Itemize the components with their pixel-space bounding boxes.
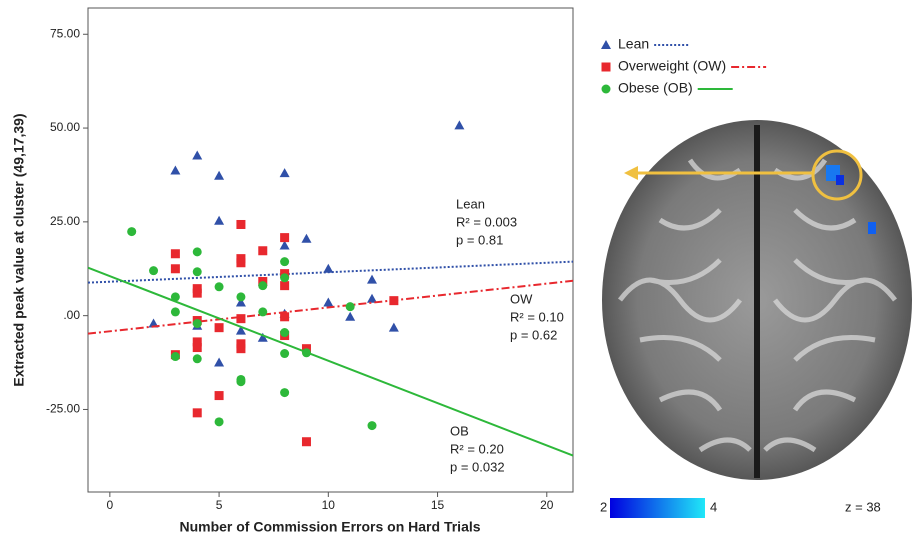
y-tick-label: 75.00 xyxy=(50,26,80,40)
point xyxy=(280,233,289,242)
point xyxy=(193,267,202,276)
y-tick-label: 25.00 xyxy=(50,214,80,228)
legend-label: Overweight (OW) xyxy=(618,58,726,74)
y-tick-label: -25.00 xyxy=(46,402,80,416)
plot-area xyxy=(88,8,573,492)
brain-slice xyxy=(602,120,912,480)
annotation: R² = 0.10 xyxy=(510,309,564,324)
x-tick-label: 0 xyxy=(107,498,114,512)
annotation: p = 0.62 xyxy=(510,327,557,342)
annotation: R² = 0.20 xyxy=(450,441,504,456)
colorbar-min: 2 xyxy=(600,499,607,514)
point xyxy=(193,319,202,328)
point xyxy=(236,292,245,301)
point xyxy=(368,421,377,430)
point xyxy=(149,266,158,275)
point xyxy=(171,352,180,361)
point xyxy=(280,273,289,282)
point xyxy=(258,281,267,290)
x-tick-label: 10 xyxy=(322,498,336,512)
x-tick-label: 5 xyxy=(216,498,223,512)
annotation: p = 0.032 xyxy=(450,459,505,474)
point xyxy=(193,354,202,363)
x-axis-label: Number of Commission Errors on Hard Tria… xyxy=(179,519,480,535)
y-tick-label: 50.00 xyxy=(50,120,80,134)
point xyxy=(280,349,289,358)
point xyxy=(236,258,245,267)
point xyxy=(193,247,202,256)
annotation: OW xyxy=(510,291,533,306)
point xyxy=(171,249,180,258)
point xyxy=(280,257,289,266)
point xyxy=(215,282,224,291)
annotation: R² = 0.003 xyxy=(456,214,517,229)
point xyxy=(280,312,289,321)
point xyxy=(302,437,311,446)
point xyxy=(258,246,267,255)
point xyxy=(346,302,355,311)
legend-label: Obese (OB) xyxy=(618,80,693,96)
point xyxy=(236,220,245,229)
annotation: OB xyxy=(450,423,469,438)
point xyxy=(236,344,245,353)
point xyxy=(215,391,224,400)
x-tick-label: 15 xyxy=(431,498,445,512)
point xyxy=(236,314,245,323)
x-tick-label: 20 xyxy=(540,498,554,512)
point xyxy=(258,307,267,316)
y-axis-label: Extracted peak value at cluster (49,17,3… xyxy=(11,113,27,386)
point xyxy=(280,388,289,397)
annotation: Lean xyxy=(456,196,485,211)
colorbar-max: 4 xyxy=(710,499,717,514)
point xyxy=(602,63,611,72)
point xyxy=(171,264,180,273)
annotation: p = 0.81 xyxy=(456,232,503,247)
legend-label: Lean xyxy=(618,36,649,52)
point xyxy=(236,377,245,386)
point xyxy=(280,281,289,290)
point xyxy=(193,289,202,298)
y-tick-label: .00 xyxy=(63,308,80,322)
point xyxy=(215,323,224,332)
point xyxy=(171,307,180,316)
colorbar xyxy=(610,498,705,518)
slice-label: z = 38 xyxy=(845,499,881,514)
point xyxy=(193,343,202,352)
point xyxy=(602,85,611,94)
point xyxy=(193,408,202,417)
point xyxy=(280,328,289,337)
point xyxy=(215,417,224,426)
point xyxy=(601,40,611,49)
point xyxy=(127,227,136,236)
figure: Number of Commission Errors on Hard Tria… xyxy=(0,0,913,537)
